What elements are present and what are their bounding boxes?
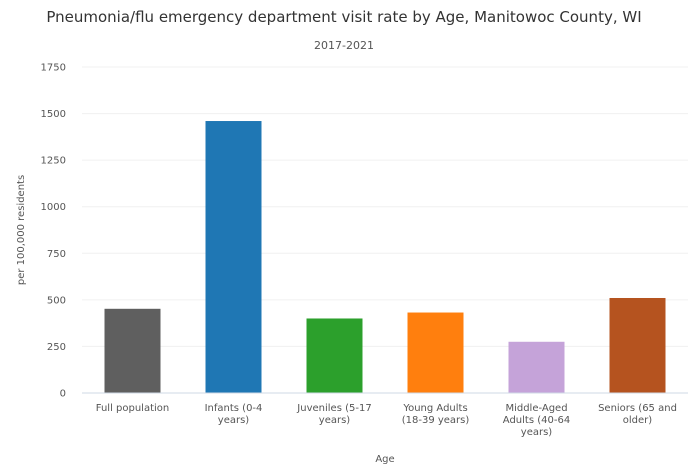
y-tick-label: 500	[47, 295, 66, 306]
bar[interactable]	[508, 341, 565, 393]
bar[interactable]	[609, 297, 666, 393]
x-category-label: Young Adults (18-39 years)	[402, 403, 470, 426]
x-category-label-line: years)	[521, 427, 553, 438]
x-category-label-line: Infants (0-4	[205, 403, 263, 414]
x-axis-category-labels: Full population Infants (0-4 years)Juvenil…	[96, 403, 677, 438]
x-category-label-line: Young Adults	[402, 403, 467, 414]
bar[interactable]	[306, 318, 363, 393]
x-category-label-line: older)	[623, 415, 653, 426]
y-tick-label: 1750	[41, 63, 66, 74]
x-category-label-line: (18-39 years)	[402, 415, 470, 426]
y-tick-label: 1000	[41, 202, 66, 213]
x-category-label: Middle-Aged Adults (40-64 years)	[503, 403, 570, 438]
chart-title: Pneumonia/flu emergency department visit…	[46, 8, 641, 26]
x-axis-title: Age	[375, 454, 394, 465]
x-category-label-line: Juveniles (5-17	[296, 403, 371, 414]
gridlines	[82, 66, 688, 347]
x-category-label-line: Full population	[96, 403, 170, 414]
x-category-label-line: years)	[319, 415, 351, 426]
x-category-label: Juveniles (5-17 years)	[296, 403, 371, 426]
x-category-label: Full population	[96, 403, 170, 414]
x-category-label-line: years)	[218, 415, 250, 426]
y-tick-label: 750	[47, 249, 66, 260]
y-axis-title: per 100,000 residents	[16, 175, 27, 285]
x-category-label: Seniors (65 and older)	[598, 403, 677, 426]
bar[interactable]	[104, 308, 161, 393]
y-tick-label: 1500	[41, 109, 66, 120]
x-category-label: Infants (0-4 years)	[205, 403, 263, 426]
x-category-label-line: Middle-Aged	[505, 403, 567, 414]
x-category-label-line: Seniors (65 and	[598, 403, 677, 414]
chart-subtitle: 2017-2021	[314, 39, 374, 52]
bar[interactable]	[407, 312, 464, 393]
bars	[104, 121, 666, 393]
y-axis-ticks: 0 250 500 750 1000 1250 1500 1750	[41, 63, 66, 400]
bar[interactable]	[205, 121, 262, 393]
y-tick-label: 1250	[41, 156, 66, 167]
y-tick-label: 0	[60, 389, 66, 400]
y-tick-label: 250	[47, 342, 66, 353]
x-category-label-line: Adults (40-64	[503, 415, 570, 426]
